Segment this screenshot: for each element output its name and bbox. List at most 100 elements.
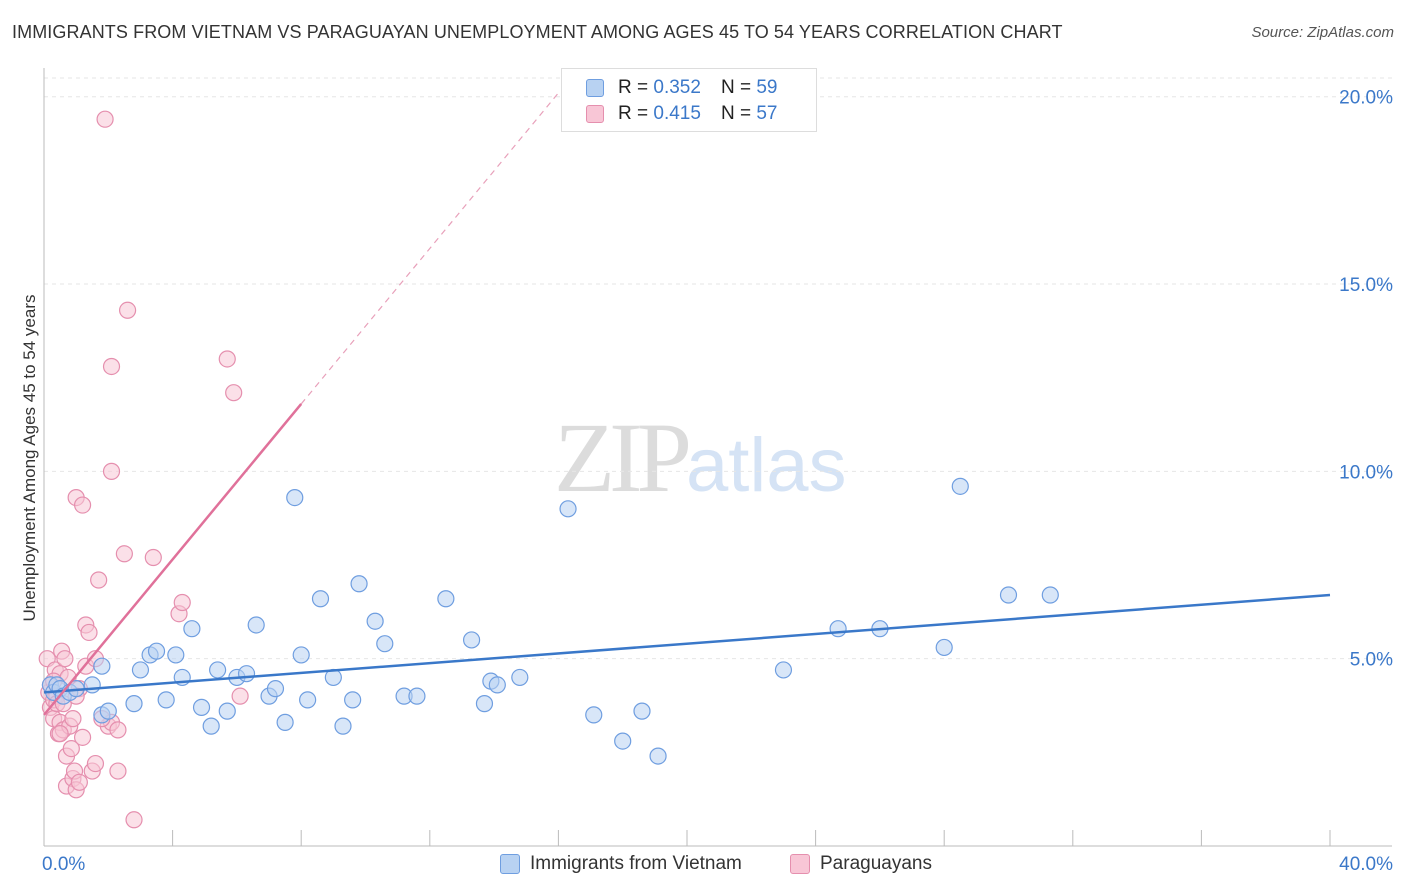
y-tick-label: 20.0%	[1339, 88, 1393, 109]
legend-r-label: R =	[618, 103, 649, 124]
vietnam-point	[157, 691, 175, 709]
vietnam-legend-icon	[500, 854, 520, 874]
paraguay-point	[231, 687, 249, 705]
legend-r-label: R =	[618, 77, 649, 98]
legend-n-label: N =	[720, 103, 752, 124]
bottom-legend-paraguay-label: Paraguayans	[820, 853, 932, 874]
vietnam-point	[334, 717, 352, 735]
x-tick-label: 0.0%	[42, 854, 85, 875]
vietnam-point	[266, 680, 285, 698]
vietnam-point	[774, 661, 793, 679]
vietnam-point	[218, 702, 236, 720]
paraguay-point	[225, 384, 243, 402]
legend-vietnam-n: 59	[756, 77, 778, 98]
paraguay-point	[118, 301, 137, 319]
grid-lines	[44, 77, 1392, 660]
vietnam-trend-line	[43, 593, 1331, 694]
tick-labels: 5.0% 10.0% 15.0% 20.0% 0.0% 40.0%	[42, 88, 1393, 875]
vietnam-point	[83, 676, 101, 694]
paraguay-point	[80, 623, 98, 642]
bottom-legend-vietnam-label: Immigrants from Vietnam	[530, 853, 742, 874]
vietnam-point	[366, 612, 384, 630]
vietnam-point	[1041, 586, 1059, 604]
vietnam-point	[999, 586, 1018, 604]
vietnam-point	[475, 695, 494, 713]
vietnam-points	[41, 477, 1059, 765]
vietnam-point	[276, 713, 294, 731]
y-tick-label: 10.0%	[1339, 462, 1393, 483]
vietnam-point	[633, 702, 651, 720]
vietnam-point	[829, 620, 847, 638]
paraguay-point	[115, 545, 133, 563]
vietnam-point	[559, 500, 577, 518]
paraguay-point	[90, 571, 108, 589]
vietnam-point	[183, 620, 201, 638]
paraguay-point	[73, 728, 92, 746]
vietnam-point	[237, 665, 256, 683]
paraguay-point	[86, 754, 105, 773]
vietnam-point	[350, 575, 368, 593]
paraguay-point	[218, 350, 236, 368]
legend-n-label: N =	[720, 77, 752, 98]
paraguay-point	[62, 739, 80, 758]
vietnam-point	[99, 702, 117, 720]
watermark: ZIPatlas	[554, 400, 847, 515]
vietnam-point	[462, 631, 481, 649]
vietnam-point	[614, 732, 632, 750]
vietnam-point	[292, 646, 310, 664]
paraguay-point	[70, 773, 88, 791]
vietnam-point	[437, 590, 455, 608]
paraguay-point	[125, 811, 143, 829]
trend-lines	[43, 92, 1331, 716]
paraguay-point	[173, 593, 191, 612]
vietnam-point	[286, 488, 304, 507]
vietnam-point	[376, 635, 394, 653]
vietnam-point	[192, 698, 211, 716]
vietnam-point	[649, 747, 667, 765]
y-tick-label: 15.0%	[1339, 275, 1393, 296]
paraguay-point	[51, 725, 69, 743]
vietnam-point	[147, 642, 166, 660]
chart-title: IMMIGRANTS FROM VIETNAM VS PARAGUAYAN UN…	[12, 22, 1063, 42]
watermark-atlas: atlas	[686, 423, 847, 508]
vietnam-point	[209, 661, 227, 679]
paraguay-point	[56, 650, 74, 668]
paraguay-point	[109, 721, 127, 739]
vietnam-point	[511, 668, 529, 687]
paraguay-point	[144, 548, 162, 567]
vietnam-point	[408, 687, 426, 705]
paraguay-legend-icon	[790, 854, 810, 874]
paraguay-point	[102, 462, 121, 480]
paraguay-points	[38, 110, 249, 829]
vietnam-swatch-icon	[586, 79, 604, 97]
vietnam-point	[311, 590, 330, 608]
bottom-legend-vietnam: Immigrants from Vietnam	[500, 852, 742, 876]
legend-paraguay-r: 0.415	[653, 103, 701, 124]
paraguay-point	[102, 357, 121, 376]
legend-vietnam-r: 0.352	[653, 77, 701, 98]
paraguay-trend-extension	[300, 92, 559, 405]
vietnam-point	[247, 616, 265, 634]
vietnam-point	[125, 695, 143, 713]
y-tick-label: 5.0%	[1350, 650, 1393, 671]
vietnam-point	[585, 706, 603, 724]
legend-paraguay-n: 57	[756, 103, 778, 124]
watermark-zip: ZIP	[554, 402, 692, 513]
vietnam-point	[93, 657, 111, 675]
paraguay-point	[96, 110, 114, 128]
paraguay-point	[109, 762, 127, 780]
paraguay-swatch-icon	[586, 105, 604, 123]
paraguay-trend-line	[43, 403, 303, 716]
paraguay-point	[73, 496, 92, 514]
vietnam-point	[167, 646, 185, 664]
x-tick-label: 40.0%	[1339, 854, 1393, 875]
axes	[43, 68, 1392, 847]
legend-row-paraguay: R = 0.415 N = 57	[586, 102, 777, 126]
vietnam-point	[935, 638, 953, 657]
legend-row-vietnam: R = 0.352 N = 59	[586, 76, 777, 100]
vietnam-point	[299, 691, 317, 709]
correlation-legend: R = 0.352 N = 59 R = 0.415 N = 57	[561, 68, 817, 132]
vietnam-point	[202, 717, 220, 735]
vietnam-point	[951, 477, 969, 495]
